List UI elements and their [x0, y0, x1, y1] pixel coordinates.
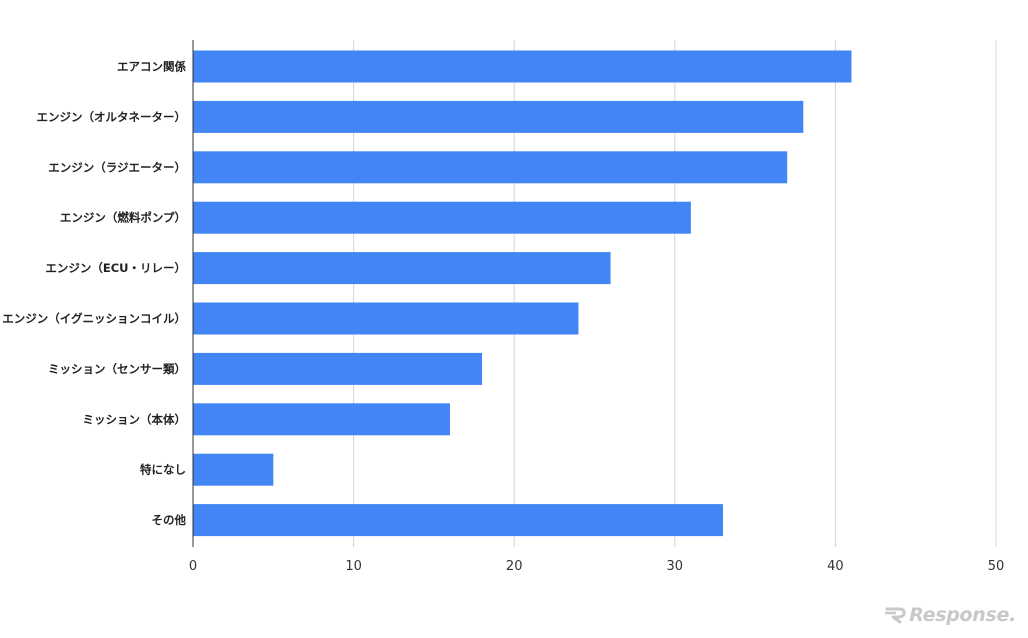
category-label: エンジン（イグニッションコイル） [2, 312, 186, 326]
x-tick-label: 40 [827, 559, 844, 574]
bar [193, 50, 852, 83]
category-label: 特になし [140, 463, 186, 477]
response-logo-icon [885, 607, 906, 624]
category-label: ミッション（センサー類） [48, 362, 186, 376]
category-label: エアコン関係 [117, 60, 186, 74]
x-tick-labels: 0 10 20 30 40 50 [189, 559, 1004, 574]
category-label: エンジン（ECU・リレー） [45, 261, 186, 275]
bar [193, 100, 804, 133]
x-tick-label: 30 [667, 559, 684, 574]
watermark-text: Response. [909, 604, 1016, 626]
bar [193, 453, 274, 486]
bars [193, 50, 852, 537]
category-label: エンジン（燃料ポンプ） [60, 211, 186, 225]
response-watermark: Response. [885, 604, 1016, 626]
x-tick-label: 50 [988, 559, 1005, 574]
x-tick-label: 0 [189, 559, 197, 574]
category-label: ミッション（本体） [83, 412, 187, 426]
bar [193, 302, 579, 335]
bar [193, 252, 611, 285]
bar [193, 151, 788, 184]
category-label: その他 [152, 513, 187, 527]
bar [193, 201, 691, 234]
bar [193, 504, 723, 537]
bar [193, 403, 450, 436]
category-label: エンジン（ラジエーター） [48, 160, 186, 174]
x-tick-label: 20 [506, 559, 523, 574]
category-label: エンジン（オルタネーター） [37, 110, 187, 124]
bar [193, 352, 483, 385]
x-tick-label: 10 [345, 559, 362, 574]
